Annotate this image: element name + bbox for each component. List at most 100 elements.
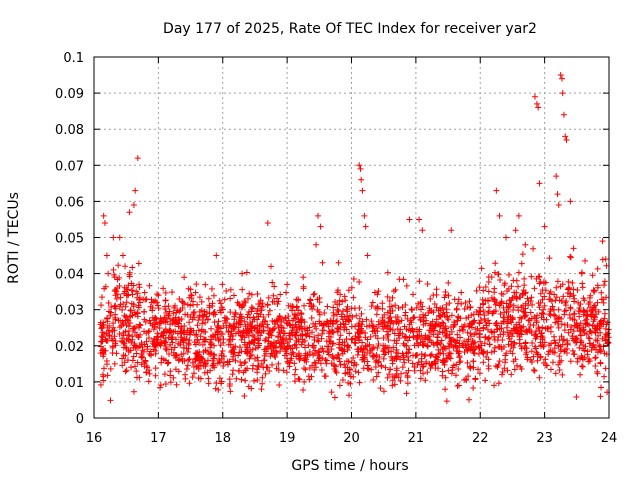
data-point: [597, 343, 604, 350]
data-point: [473, 287, 480, 294]
data-point: [461, 322, 468, 329]
data-point: [255, 300, 262, 307]
data-point: [410, 315, 417, 322]
data-point: [186, 319, 193, 326]
data-point: [301, 337, 308, 344]
data-point: [478, 347, 485, 354]
data-point: [398, 317, 405, 324]
data-point: [549, 303, 556, 310]
data-point: [470, 384, 477, 391]
data-point: [251, 337, 258, 344]
data-point: [433, 286, 440, 293]
data-point: [387, 308, 394, 315]
data-point: [207, 344, 214, 351]
data-point: [303, 358, 310, 365]
data-point: [364, 362, 371, 369]
data-point: [379, 300, 386, 307]
data-point: [146, 327, 153, 334]
data-point: [422, 351, 429, 358]
data-point: [153, 316, 160, 323]
data-point: [576, 344, 583, 351]
data-point: [353, 361, 360, 368]
data-point: [117, 294, 124, 301]
data-point: [171, 304, 178, 311]
data-point: [308, 329, 315, 336]
data-point: [315, 212, 322, 219]
data-point: [464, 347, 471, 354]
data-point: [130, 353, 137, 360]
data-point: [119, 319, 126, 326]
data-point: [468, 333, 475, 340]
data-point: [352, 340, 359, 347]
data-point: [499, 337, 506, 344]
data-point: [311, 337, 318, 344]
data-point: [242, 358, 249, 365]
data-point: [455, 313, 462, 320]
data-point: [213, 252, 220, 259]
data-point: [254, 322, 261, 329]
data-point: [367, 347, 374, 354]
data-point: [158, 359, 165, 366]
data-point: [359, 187, 366, 194]
data-point: [485, 365, 492, 372]
data-point: [126, 327, 133, 334]
data-point: [454, 347, 461, 354]
data-point: [549, 359, 556, 366]
data-point: [401, 359, 408, 366]
data-point: [546, 296, 553, 303]
data-point: [226, 322, 233, 329]
data-point: [138, 354, 145, 361]
data-point: [178, 315, 185, 322]
data-point: [302, 331, 309, 338]
data-point: [105, 300, 112, 307]
data-point: [445, 316, 452, 323]
data-point: [447, 324, 454, 331]
data-point: [521, 312, 528, 319]
data-point: [587, 304, 594, 311]
data-point: [194, 301, 201, 308]
data-point: [475, 350, 482, 357]
data-point: [577, 301, 584, 308]
data-point: [366, 322, 373, 329]
data-point: [259, 374, 266, 381]
data-point: [238, 362, 245, 369]
data-point: [442, 386, 449, 393]
data-point: [264, 220, 271, 227]
data-point: [342, 364, 349, 371]
data-point: [521, 282, 528, 289]
data-point: [597, 318, 604, 325]
data-point: [355, 346, 362, 353]
data-point: [448, 370, 455, 377]
data-point: [552, 319, 559, 326]
data-point: [451, 322, 458, 329]
data-point: [292, 321, 299, 328]
data-point: [265, 294, 272, 301]
data-point: [498, 290, 505, 297]
data-point: [306, 376, 313, 383]
data-point: [482, 377, 489, 384]
data-point: [446, 300, 453, 307]
data-point: [270, 292, 277, 299]
data-point: [370, 344, 377, 351]
data-point: [470, 311, 477, 318]
data-point: [484, 326, 491, 333]
data-point: [205, 316, 212, 323]
data-point: [385, 336, 392, 343]
data-point: [193, 364, 200, 371]
data-point: [390, 320, 397, 327]
data-point: [438, 337, 445, 344]
data-point: [111, 360, 118, 367]
data-point: [284, 281, 291, 288]
data-point: [358, 176, 365, 183]
data-point: [325, 349, 332, 356]
data-point: [373, 325, 380, 332]
data-point: [342, 370, 349, 377]
data-point: [166, 308, 173, 315]
data-point: [594, 337, 601, 344]
data-point: [235, 318, 242, 325]
data-point: [125, 348, 132, 355]
data-point: [556, 337, 563, 344]
data-point: [300, 274, 307, 281]
data-point: [305, 342, 312, 349]
data-point: [502, 352, 509, 359]
